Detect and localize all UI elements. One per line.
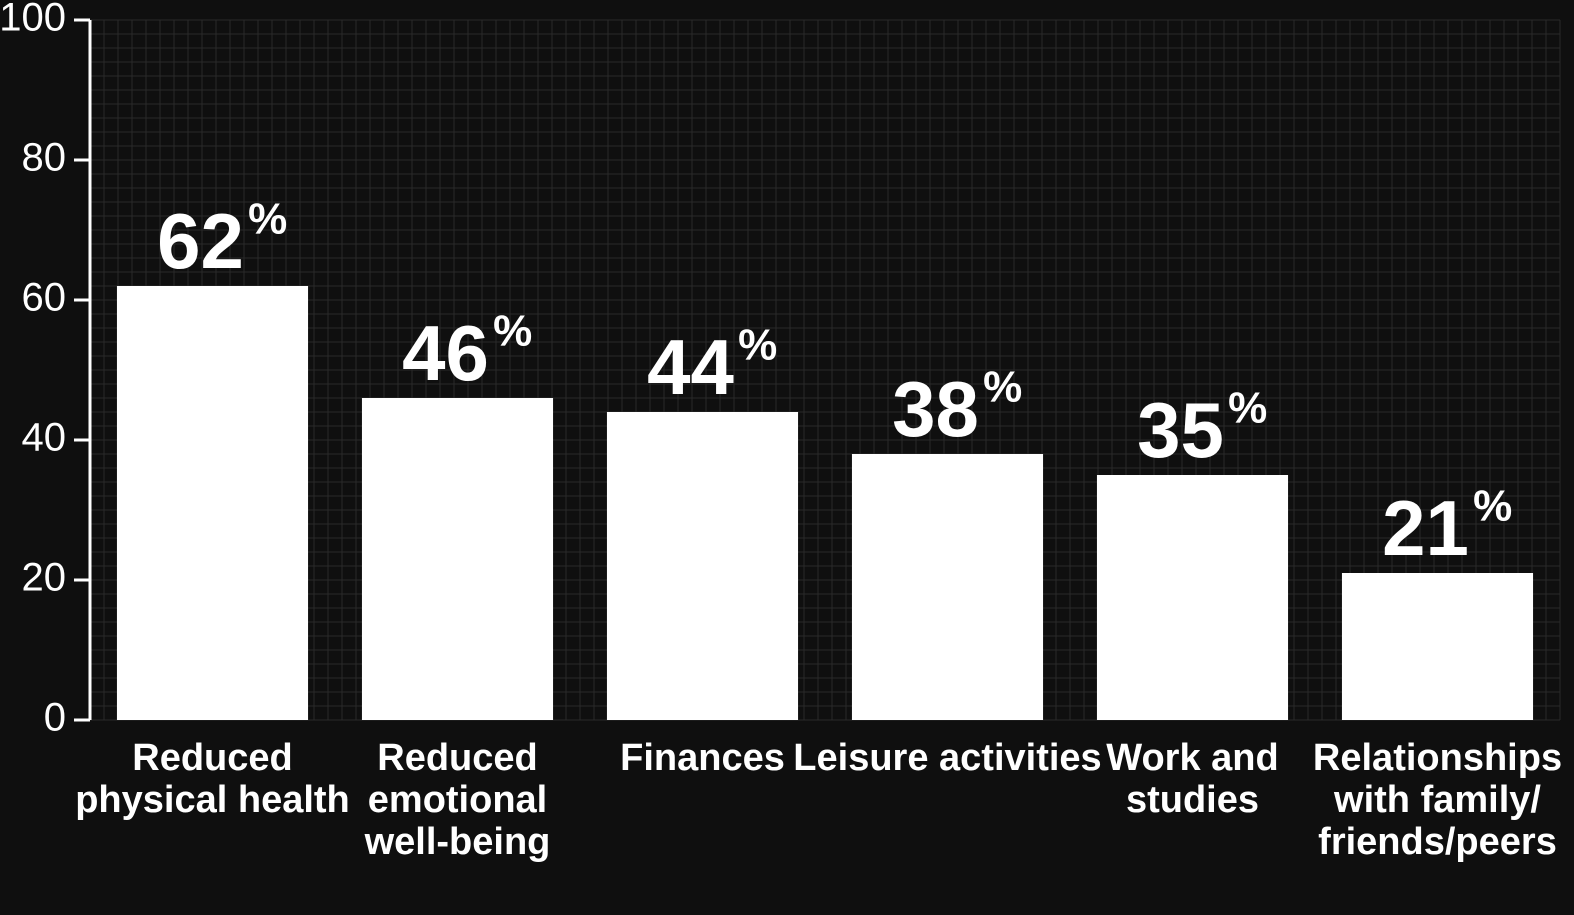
bar-value: 44: [647, 323, 734, 411]
x-tick-label: Relationshipswith family/friends/peers: [1313, 737, 1562, 863]
bar-value: 38: [892, 365, 979, 453]
bar-value-suffix: %: [493, 307, 532, 356]
bar-value-suffix: %: [1473, 482, 1512, 531]
y-tick-label: 80: [22, 136, 67, 180]
bar-value-suffix: %: [1228, 384, 1267, 433]
y-tick-label: 60: [22, 276, 67, 320]
y-tick-label: 0: [44, 696, 66, 740]
bar: [117, 286, 308, 720]
bar-value: 21: [1382, 484, 1469, 572]
bar-value: 35: [1137, 386, 1224, 474]
x-tick-label: Finances: [620, 737, 785, 779]
x-tick-label: Reducedemotionalwell-being: [364, 737, 551, 863]
x-tick-label: Work andstudies: [1106, 737, 1278, 821]
bar: [1342, 573, 1533, 720]
bar: [1097, 475, 1288, 720]
bar-value: 62: [157, 197, 244, 285]
y-tick-label: 100: [0, 0, 66, 40]
bar: [607, 412, 798, 720]
y-tick-label: 40: [22, 416, 67, 460]
bar: [362, 398, 553, 720]
bar-chart: 02040608010062%Reducedphysical health46%…: [0, 0, 1574, 915]
bar-value-suffix: %: [983, 363, 1022, 412]
bar-value: 46: [402, 309, 489, 397]
y-tick-label: 20: [22, 556, 67, 600]
bar-value-suffix: %: [248, 195, 287, 244]
bar: [852, 454, 1043, 720]
bar-value-suffix: %: [738, 321, 777, 370]
x-tick-label: Leisure activities: [793, 737, 1101, 779]
